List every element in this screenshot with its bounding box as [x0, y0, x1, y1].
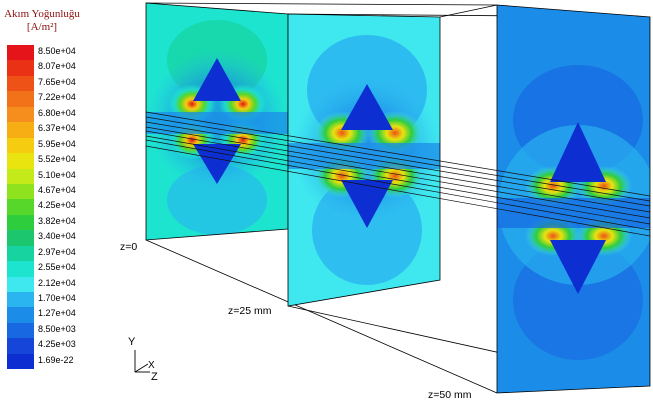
slice-label-z0: z=0: [120, 241, 138, 253]
legend-swatch: [7, 45, 34, 61]
legend-label: 2.97e+04: [38, 246, 76, 257]
axis-label-x: X: [148, 360, 155, 371]
legend-swatch: [7, 230, 34, 246]
legend-swatch: [7, 153, 34, 169]
legend-label: 5.52e+04: [38, 154, 76, 165]
legend-label: 7.65e+04: [38, 76, 76, 87]
legend-label: 4.25e+03: [38, 339, 76, 350]
legend-swatch: [7, 183, 34, 200]
legend-swatch: [7, 276, 34, 292]
slice-z0: [146, 3, 288, 240]
legend-label: 1.69e-22: [38, 354, 74, 365]
legend-swatch: [7, 322, 34, 339]
legend-swatch: [7, 261, 34, 277]
legend-swatch: [7, 137, 34, 154]
legend-swatch: [7, 122, 34, 138]
legend-swatch: [7, 199, 34, 215]
legend-title-line2: [A/m²]: [26, 21, 58, 33]
legend-label: 1.70e+04: [38, 293, 76, 303]
legend-label: 8.50e+04: [38, 46, 76, 56]
legend-swatch: [7, 307, 34, 323]
legend-label: 1.27e+04: [38, 308, 76, 319]
conductor-rails: [145, 111, 651, 237]
legend-label: 4.67e+04: [38, 184, 76, 195]
legend-label: 6.37e+04: [38, 123, 76, 134]
slice-label-z50: z=50 mm: [428, 389, 472, 401]
legend-swatch: [7, 292, 34, 308]
axis-label-z: Z: [151, 371, 158, 383]
legend-swatch: [7, 245, 34, 262]
slice-z50: [497, 5, 650, 393]
legend-swatch: [7, 75, 34, 92]
legend-swatch: [7, 106, 34, 123]
legend-swatch: [7, 91, 34, 107]
legend-label: 3.40e+04: [38, 231, 76, 242]
legend-swatch: [7, 60, 34, 76]
legend-swatch: [7, 338, 34, 354]
legend-swatch: [7, 168, 34, 184]
legend-title: Akım Yoğunluğu [A/m²]: [2, 8, 82, 34]
legend-label: 5.95e+04: [38, 138, 76, 149]
legend-label: 6.80e+04: [38, 107, 76, 118]
legend-label: 8.07e+04: [38, 61, 76, 72]
legend-label: 3.82e+04: [38, 215, 76, 226]
legend-label: 2.55e+04: [38, 262, 76, 273]
axis-label-y: Y: [128, 336, 136, 348]
legend-swatch: [7, 353, 34, 370]
axis-triad: [134, 350, 150, 373]
slice-z25: [288, 14, 440, 306]
legend-label: 5.10e+04: [38, 169, 76, 180]
legend-label: 8.50e+03: [38, 323, 76, 334]
legend-title-line1: Akım Yoğunluğu: [4, 8, 80, 20]
legend-swatch: [7, 214, 34, 231]
slice-label-z25: z=25 mm: [228, 305, 272, 317]
legend-label: 7.22e+04: [38, 92, 76, 103]
legend-label: 4.25e+04: [38, 200, 76, 211]
legend-label: 2.12e+04: [38, 277, 76, 288]
